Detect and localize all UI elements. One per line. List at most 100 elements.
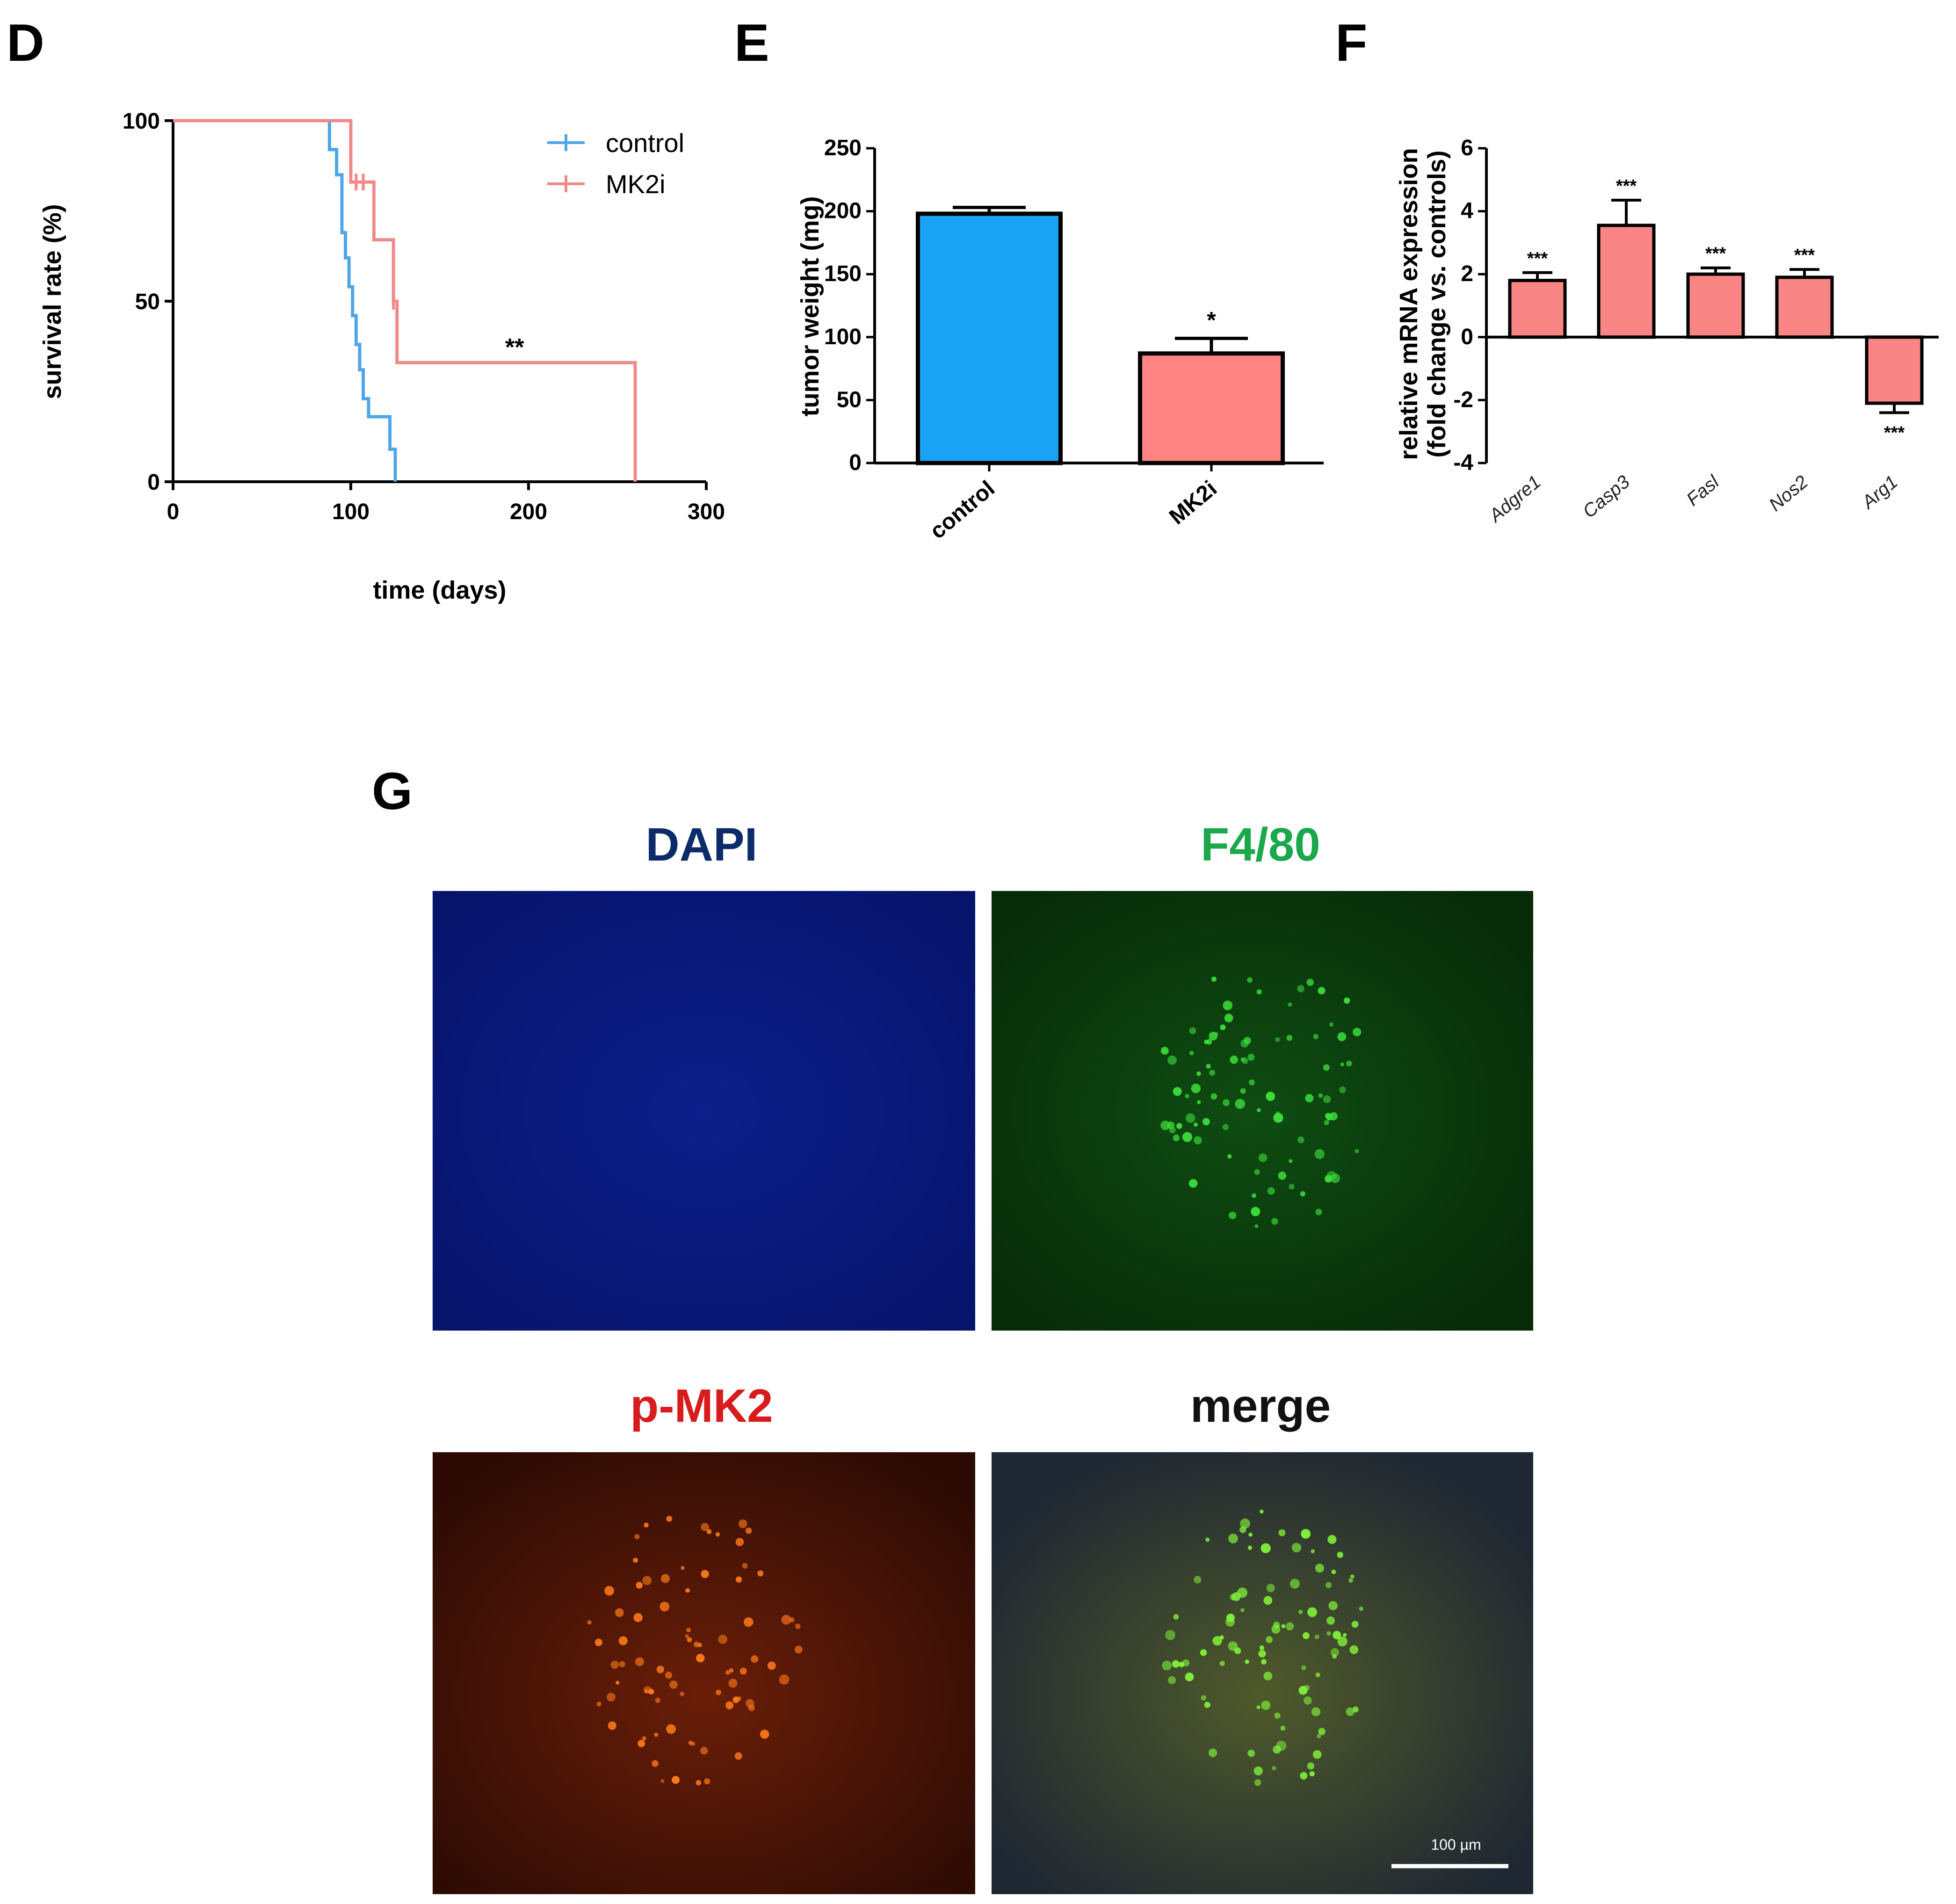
pmk2-spot bbox=[795, 1645, 803, 1654]
merge-spot bbox=[1290, 1578, 1300, 1589]
merge-spot bbox=[1219, 1661, 1225, 1666]
merge-spot bbox=[1266, 1636, 1273, 1643]
f480-spot bbox=[1273, 1113, 1283, 1123]
pmk2-spot bbox=[701, 1523, 709, 1531]
merge-spot bbox=[1326, 1582, 1332, 1588]
pmk2-spot bbox=[666, 1515, 673, 1522]
merge-spot bbox=[1343, 1633, 1347, 1637]
f-bar-arg1 bbox=[1865, 335, 1924, 405]
merge-spot bbox=[1258, 1650, 1266, 1658]
f-significance: *** bbox=[1884, 423, 1905, 442]
e-y-tick-label: 100 bbox=[824, 325, 862, 349]
merge-spot bbox=[1240, 1518, 1250, 1529]
merge-spot bbox=[1298, 1609, 1303, 1614]
pmk2-spot bbox=[672, 1776, 680, 1784]
f480-spot bbox=[1247, 1054, 1255, 1061]
f480-spot bbox=[1275, 1037, 1280, 1042]
d-y-tick-label: 0 bbox=[147, 470, 160, 495]
pmk2-cell-signals bbox=[587, 1515, 803, 1786]
merge-spot bbox=[1298, 1686, 1308, 1695]
pmk2-spot bbox=[616, 1680, 620, 1685]
pmk2-spot bbox=[643, 1686, 652, 1694]
merge-spot bbox=[1204, 1701, 1210, 1708]
e-bar-control bbox=[916, 211, 1063, 465]
pmk2-spot bbox=[706, 1529, 712, 1535]
f-y-axis-title-line-2: (fold change vs. controls) bbox=[1423, 150, 1451, 457]
f480-spot bbox=[1223, 1099, 1230, 1106]
merge-spot bbox=[1346, 1707, 1355, 1716]
f480-spot bbox=[1169, 1127, 1176, 1134]
f-significance: *** bbox=[1705, 244, 1726, 264]
legend-label-control: control bbox=[606, 128, 684, 158]
merge-spot bbox=[1239, 1526, 1246, 1533]
merge-spot bbox=[1330, 1648, 1339, 1657]
f-y-tick-label: 0 bbox=[1461, 325, 1473, 349]
merge-spot bbox=[1226, 1614, 1235, 1622]
f480-spot bbox=[1325, 1113, 1331, 1119]
e-category-label: control bbox=[925, 476, 1000, 544]
f480-spot bbox=[1306, 978, 1314, 986]
f480-spot bbox=[1340, 1062, 1344, 1066]
f480-spot bbox=[1353, 1028, 1362, 1036]
merge-spot bbox=[1352, 1706, 1359, 1713]
pmk2-spot bbox=[691, 1742, 695, 1746]
f480-image bbox=[992, 891, 1533, 1331]
pmk2-spot bbox=[619, 1661, 625, 1667]
merge-spot bbox=[1311, 1707, 1321, 1716]
merge-spot bbox=[1194, 1576, 1202, 1584]
merge-spot bbox=[1263, 1596, 1273, 1605]
f480-spot bbox=[1286, 1035, 1293, 1041]
pmk2-spot bbox=[695, 1780, 702, 1786]
pmk2-spot bbox=[728, 1679, 738, 1688]
merge-spot bbox=[1201, 1695, 1206, 1701]
panel-letter-g: G bbox=[372, 762, 413, 820]
merge-image bbox=[992, 1452, 1533, 1894]
f480-cell-signals bbox=[1160, 976, 1362, 1228]
pmk2-spot bbox=[654, 1732, 659, 1737]
f480-spot bbox=[1325, 1175, 1333, 1183]
merge-cell-signals bbox=[1162, 1509, 1363, 1786]
f480-spot bbox=[1188, 1179, 1198, 1188]
pmk2-spot bbox=[745, 1528, 752, 1534]
f480-spot bbox=[1346, 1060, 1352, 1067]
merge-spot bbox=[1173, 1614, 1179, 1620]
f480-spot bbox=[1191, 1084, 1201, 1093]
pmk2-spot bbox=[735, 1576, 742, 1583]
f480-spot bbox=[1339, 1086, 1346, 1093]
d-series-line-mk2i bbox=[173, 119, 637, 482]
pmk2-spot bbox=[604, 1585, 614, 1596]
merge-spot bbox=[1271, 1625, 1281, 1634]
pmk2-spot bbox=[767, 1661, 776, 1670]
merge-spot bbox=[1311, 1549, 1315, 1553]
panel-letter-f: F bbox=[1335, 14, 1367, 72]
d-series-line-control bbox=[173, 119, 397, 482]
f480-spot bbox=[1289, 1159, 1293, 1163]
pmk2-spot bbox=[716, 1689, 721, 1695]
f480-spot bbox=[1211, 976, 1217, 982]
merge-spot bbox=[1245, 1659, 1249, 1664]
f480-spot bbox=[1288, 1002, 1292, 1007]
merge-spot bbox=[1303, 1632, 1310, 1639]
f480-spot bbox=[1337, 1032, 1347, 1042]
f480-spot bbox=[1300, 1191, 1305, 1197]
f-category-label: Nos2 bbox=[1765, 471, 1812, 515]
f480-spot bbox=[1355, 1149, 1359, 1153]
merge-spot bbox=[1228, 1534, 1238, 1543]
merge-spot bbox=[1328, 1601, 1338, 1610]
pmk2-spot bbox=[652, 1760, 659, 1767]
f-category-label: Adgre1 bbox=[1485, 471, 1545, 527]
pmk2-spot bbox=[718, 1635, 728, 1644]
f480-spot bbox=[1257, 1108, 1261, 1112]
f480-spot bbox=[1305, 1094, 1314, 1102]
d-x-axis-title: time (days) bbox=[373, 576, 506, 604]
panel-letter-e: E bbox=[734, 14, 769, 72]
pmk2-spot bbox=[715, 1532, 720, 1537]
f480-spot bbox=[1206, 1064, 1211, 1069]
merge-spot bbox=[1337, 1636, 1347, 1647]
pmk2-spot bbox=[596, 1701, 601, 1707]
merge-spot bbox=[1263, 1672, 1273, 1681]
panel-g-microscopy: G DAPI F4/80 p-MK2 merge 100 µm bbox=[372, 762, 1533, 1894]
f-y-tick-label: -2 bbox=[1453, 387, 1473, 412]
merge-spot bbox=[1332, 1654, 1337, 1659]
pmk2-spot bbox=[760, 1730, 769, 1739]
